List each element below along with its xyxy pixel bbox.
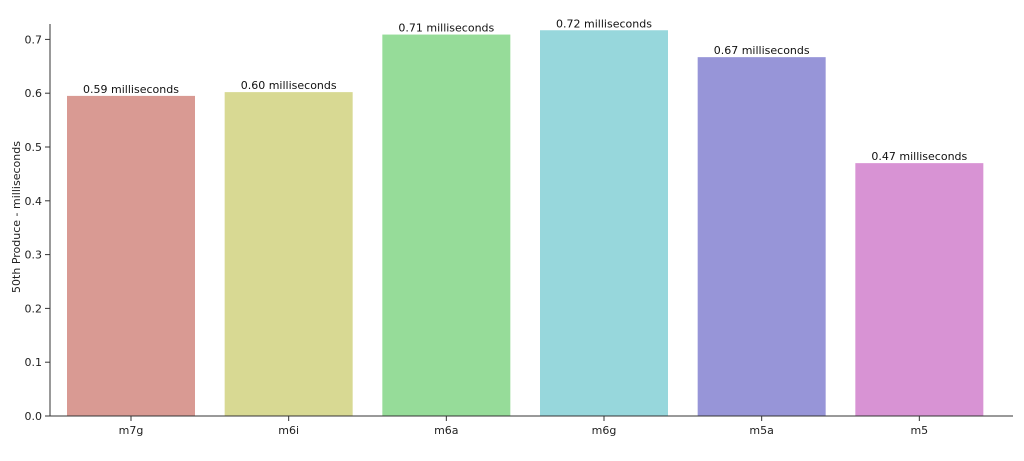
x-tick-label-m6g: m6g	[592, 424, 617, 437]
bar-m7g	[67, 95, 195, 416]
bar-m5	[855, 163, 984, 416]
data-label-m7g: 0.59 milliseconds	[83, 83, 179, 96]
y-tick-label: 0.1	[25, 356, 43, 369]
data-label-m6g: 0.72 milliseconds	[556, 17, 652, 30]
y-tick-label: 0.0	[25, 410, 43, 423]
y-tick-label: 0.3	[25, 249, 43, 262]
data-label-m6a: 0.71 milliseconds	[398, 22, 494, 35]
y-axis-title: 50th Produce - milliseconds	[10, 141, 23, 293]
y-tick-label: 0.4	[25, 195, 43, 208]
bars: 0.59 milliseconds 0.60 milliseconds 0.71 m…	[67, 17, 984, 417]
x-axis: m7g m6i m6a m6g m5a m5	[50, 415, 1013, 437]
y-tick-label: 0.6	[25, 87, 43, 100]
data-label-m5a: 0.67 milliseconds	[714, 44, 810, 57]
data-label-m6i: 0.60 milliseconds	[241, 79, 337, 92]
x-tick-label-m5a: m5a	[749, 424, 773, 437]
data-label-m5: 0.47 milliseconds	[871, 150, 967, 163]
bar-m5a	[697, 57, 826, 417]
x-tick-label-m7g: m7g	[119, 424, 144, 437]
bar-m6i	[224, 92, 353, 417]
bar-m6g	[540, 30, 668, 417]
bar-m6a	[382, 34, 511, 417]
y-tick-label: 0.7	[25, 33, 43, 46]
x-tick-label-m5: m5	[910, 424, 928, 437]
y-tick-label: 0.5	[25, 141, 43, 154]
x-tick-label-m6i: m6i	[278, 424, 299, 437]
y-axis: 0.0 0.1 0.2 0.3 0.4 0.5 0.6 0.7	[25, 24, 51, 423]
y-tick-label: 0.2	[25, 302, 43, 315]
x-tick-label-m6a: m6a	[434, 424, 458, 437]
